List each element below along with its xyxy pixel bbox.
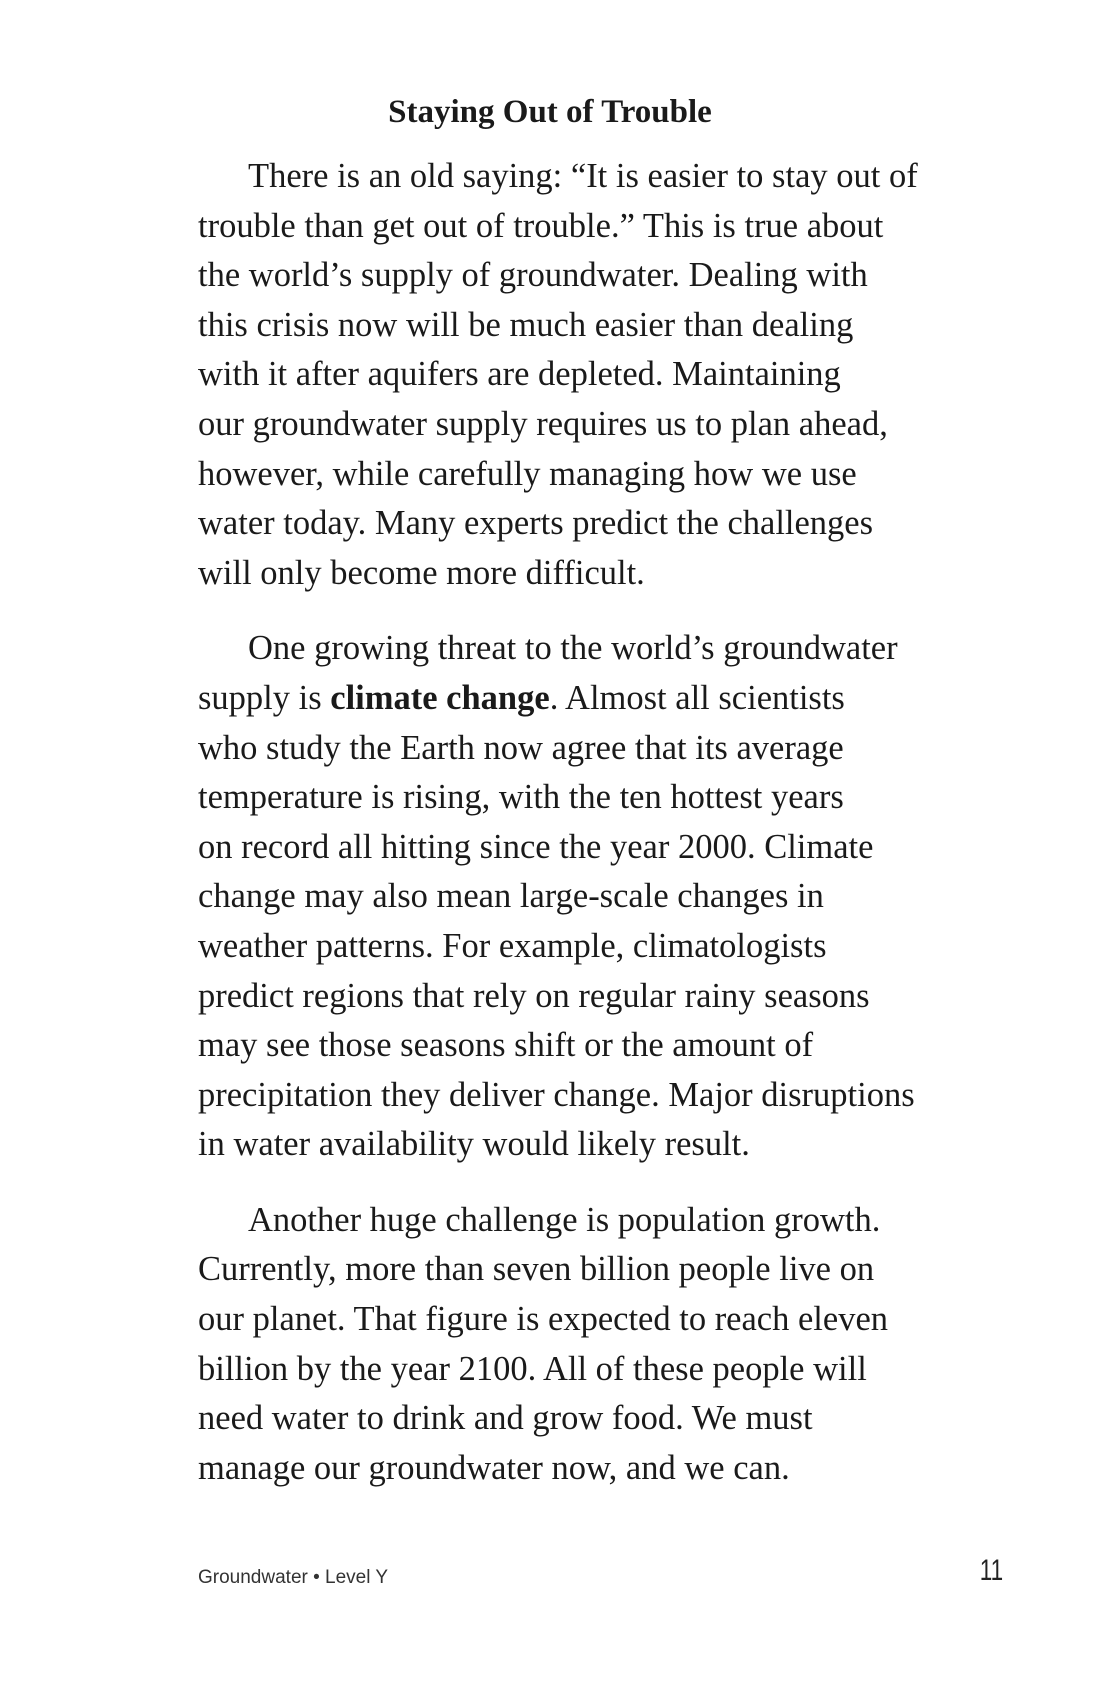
text-line: with it after aquifers are depleted. Mai…	[198, 355, 841, 394]
page-number: 11	[979, 1554, 1003, 1587]
text-run: supply is	[198, 678, 331, 717]
text-line: water today. Many experts predict the ch…	[198, 504, 874, 543]
footer-book-info: Groundwater • Level Y	[198, 1567, 389, 1588]
text-line: Another huge challenge is population gro…	[248, 1200, 881, 1239]
text-line: weather patterns. For example, climatolo…	[198, 926, 827, 965]
text-line: predict regions that rely on regular rai…	[198, 976, 870, 1015]
text-line: on record all hitting since the year 200…	[198, 827, 874, 866]
text-line: Currently, more than seven billion peopl…	[198, 1250, 875, 1289]
text-line: One growing threat to the world’s ground…	[248, 629, 898, 668]
text-line: need water to drink and grow food. We mu…	[198, 1399, 813, 1438]
text-line: manage our groundwater now, and we can.	[198, 1448, 790, 1487]
paragraph-1: There is an old saying: “It is easier to…	[198, 152, 1003, 598]
text-line: the world’s supply of groundwater. Deali…	[198, 256, 868, 295]
text-line: our planet. That figure is expected to r…	[198, 1300, 889, 1339]
text-line: temperature is rising, with the ten hott…	[198, 778, 844, 817]
text-line: There is an old saying: “It is easier to…	[248, 157, 918, 195]
glossary-term: climate change	[330, 678, 550, 717]
text-line: change may also mean large-scale changes…	[198, 877, 824, 916]
text-line: this crisis now will be much easier than…	[198, 305, 854, 344]
text-line: our groundwater supply requires us to pl…	[198, 404, 888, 443]
text-line: however, while carefully managing how we…	[198, 454, 857, 493]
paragraph-2: One growing threat to the world’s ground…	[198, 624, 1003, 1170]
text-run: . Almost all scientists	[549, 678, 845, 717]
text-line: precipitation they deliver change. Major…	[198, 1075, 915, 1114]
text-line: may see those seasons shift or the amoun…	[198, 1026, 814, 1065]
text-line: supply is climate change. Almost all sci…	[198, 674, 1003, 724]
text-line: trouble than get out of trouble.” This i…	[198, 206, 884, 245]
text-line: who study the Earth now agree that its a…	[198, 728, 844, 767]
body-text: There is an old saying: “It is easier to…	[198, 152, 1003, 1519]
section-heading: Staying Out of Trouble	[388, 94, 712, 130]
text-line: billion by the year 2100. All of these p…	[198, 1349, 867, 1388]
text-line: in water availability would likely resul…	[198, 1125, 750, 1164]
text-line: will only become more difficult.	[198, 553, 645, 592]
paragraph-3: Another huge challenge is population gro…	[198, 1196, 1003, 1494]
